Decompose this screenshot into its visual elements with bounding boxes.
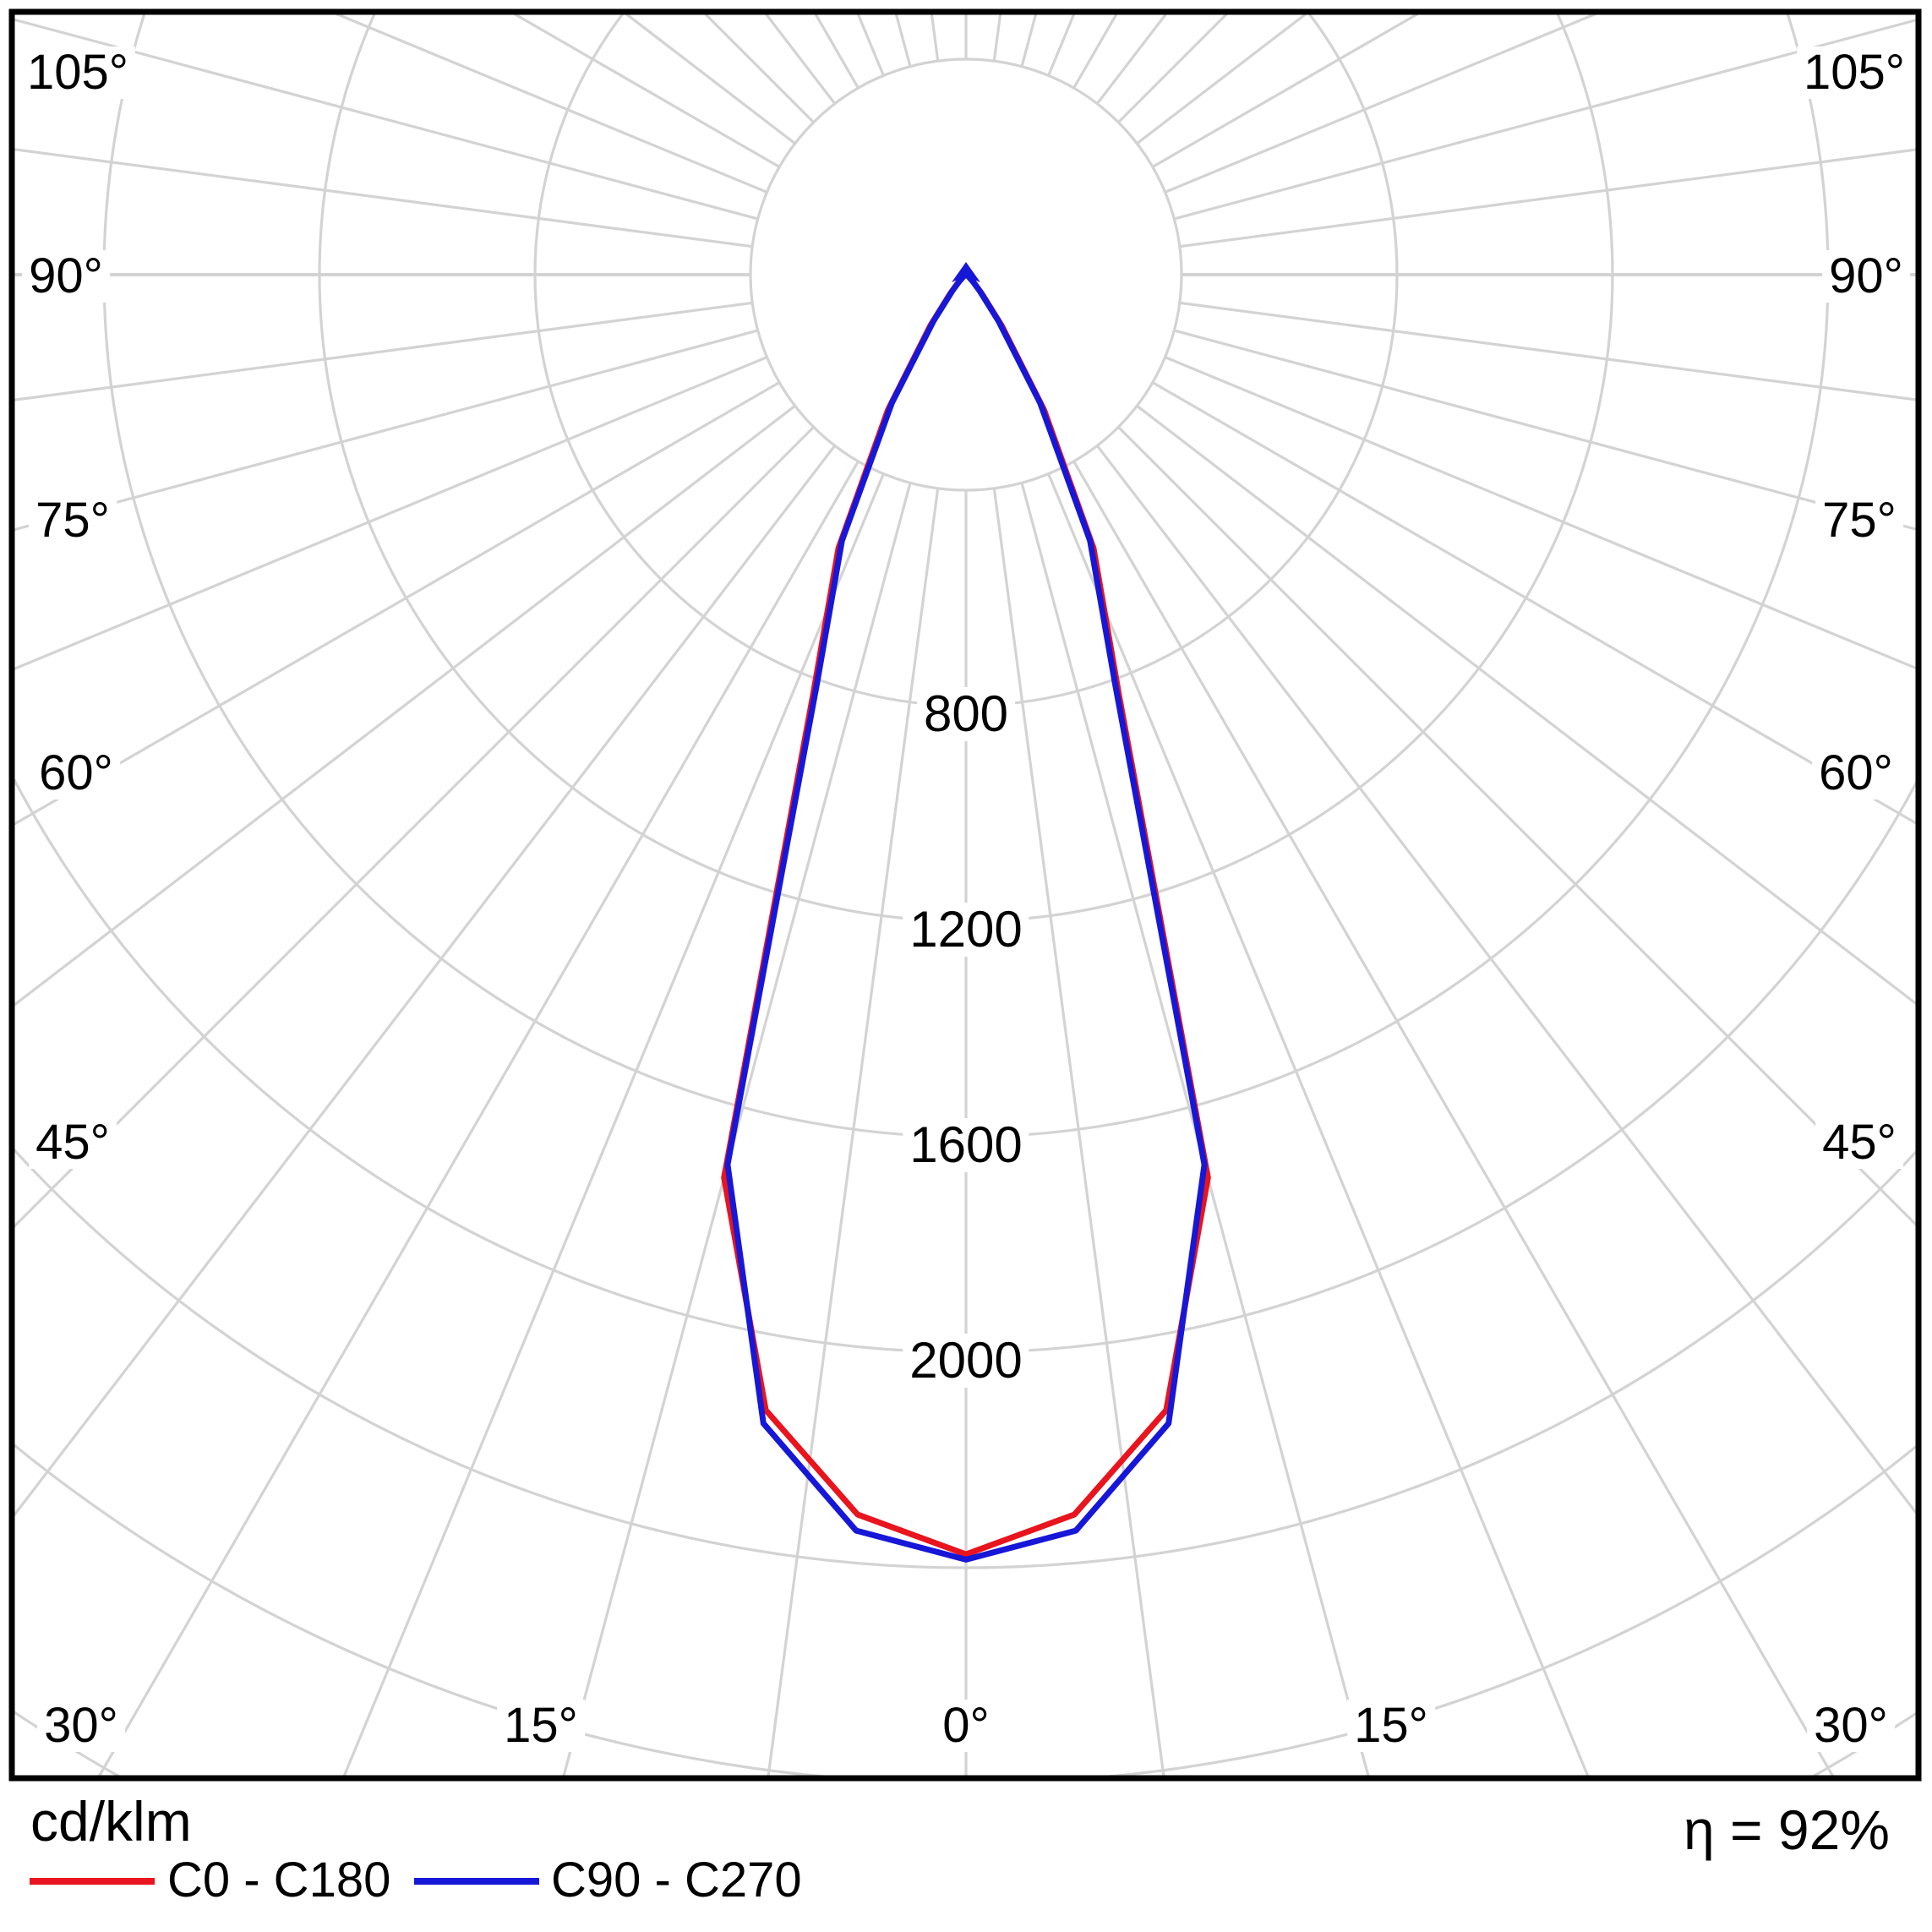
- legend-label-c90-c270: C90 - C270: [551, 1853, 802, 1907]
- efficiency-label: η = 92%: [1683, 1798, 1890, 1861]
- legend-label-c0-c180: C0 - C180: [167, 1853, 391, 1907]
- unit-label: cd/klm: [30, 1790, 192, 1853]
- legend-swatch-c90-c270: [414, 1878, 539, 1885]
- legend: C0 - C180 C90 - C270: [0, 1842, 1932, 1927]
- legend-swatch-c0-c180: [30, 1878, 155, 1885]
